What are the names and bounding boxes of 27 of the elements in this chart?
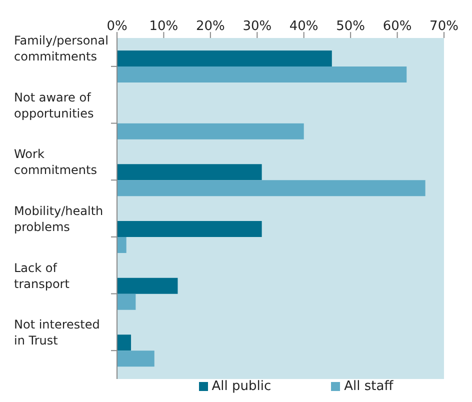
y-tick-label: Work commitments [14, 147, 97, 178]
bar [117, 237, 126, 254]
x-tick-label: 0% [106, 19, 128, 34]
x-tick-label: 10% [149, 19, 178, 34]
bar [117, 180, 426, 196]
bar [117, 334, 132, 351]
x-tick-label: 40% [289, 19, 318, 34]
y-tick-label: Lack of transport [14, 260, 70, 291]
x-tick-label: 50% [336, 19, 366, 34]
bar [117, 221, 262, 238]
y-tick-label: Not interested in Trust [14, 318, 100, 348]
x-tick-label: 30% [242, 19, 272, 34]
bar [117, 123, 304, 140]
legend-label: All staff [344, 379, 394, 394]
x-tick-label: 20% [196, 19, 225, 34]
bar [117, 164, 262, 180]
legend-label: All public [212, 379, 272, 394]
bar [117, 278, 178, 294]
bar [117, 66, 407, 83]
x-tick-label: 70% [430, 19, 458, 34]
y-tick-label: Not aware of opportunities [14, 90, 94, 120]
bar [117, 350, 154, 367]
bar [117, 294, 136, 310]
x-tick-label: 60% [382, 19, 412, 34]
y-tick-label: Mobility/health problems [14, 204, 104, 234]
y-tick-label: Family/personal commitments [14, 33, 108, 64]
bar [117, 50, 332, 67]
